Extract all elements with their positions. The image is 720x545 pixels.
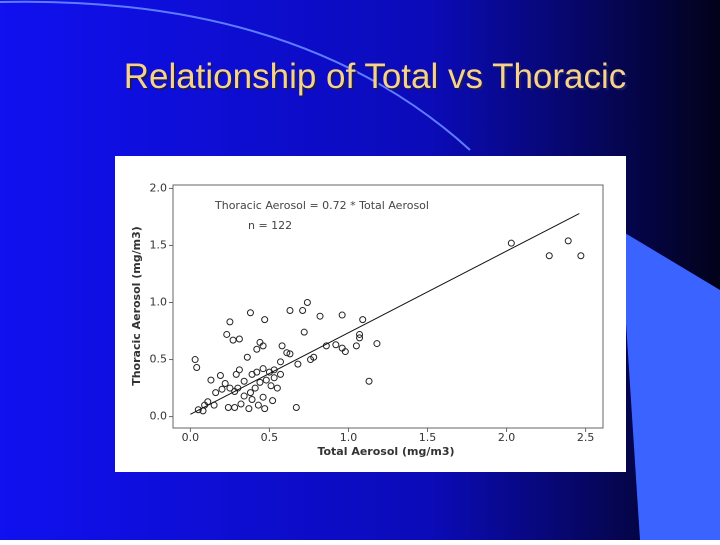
point (193, 364, 201, 372)
point (223, 330, 231, 338)
point (338, 344, 346, 352)
fit-line (190, 213, 580, 415)
point (246, 309, 254, 317)
point (246, 389, 254, 397)
point (232, 370, 240, 378)
point (564, 237, 572, 245)
point (235, 335, 243, 343)
title-shadow: Relationship of Total vs Thoracic (126, 59, 629, 98)
point (545, 252, 553, 260)
y-axis-label: Thoracic Aerosol (mg/m3) (130, 226, 143, 386)
x-tick-label: 2.5 (577, 431, 595, 444)
point (254, 401, 262, 409)
point (352, 342, 360, 350)
point (262, 376, 270, 384)
point (253, 345, 261, 353)
chart-panel (115, 156, 626, 472)
point (256, 378, 264, 386)
point (300, 328, 308, 336)
point (307, 356, 315, 364)
y-tick-label: 1.0 (150, 296, 168, 309)
x-axis-label: Total Aerosol (mg/m3) (317, 445, 454, 458)
point (338, 311, 346, 319)
x-tick-label: 1.5 (419, 431, 437, 444)
decor-shape (620, 230, 720, 540)
decor-curve (0, 0, 471, 151)
annotation: n = 122 (248, 219, 292, 232)
x-tick-label: 0.5 (261, 431, 279, 444)
point (194, 406, 202, 414)
point (251, 384, 259, 392)
point (577, 252, 585, 260)
point (212, 389, 220, 397)
point (294, 360, 302, 368)
point (286, 306, 294, 314)
point (221, 380, 229, 388)
point (218, 385, 226, 393)
point (226, 318, 234, 326)
point (259, 393, 267, 401)
point (273, 384, 281, 392)
point (316, 312, 324, 320)
annotation: Thoracic Aerosol = 0.72 * Total Aerosol (214, 199, 429, 212)
point (277, 370, 284, 378)
point (248, 395, 256, 403)
point (261, 316, 269, 324)
point (270, 374, 278, 382)
y-tick-label: 0.5 (150, 353, 168, 366)
point (261, 405, 269, 413)
x-tick-label: 0.0 (182, 431, 200, 444)
point (269, 397, 277, 405)
point (259, 365, 267, 373)
point (243, 353, 251, 361)
point (299, 306, 307, 314)
point (231, 403, 239, 411)
point (253, 368, 261, 376)
point (356, 334, 364, 342)
point (356, 330, 364, 338)
point (237, 400, 245, 408)
point (235, 366, 243, 374)
y-tick-label: 0.0 (150, 410, 168, 423)
x-tick-label: 2.0 (498, 431, 516, 444)
point (207, 376, 215, 384)
point (240, 392, 248, 400)
point (359, 316, 367, 324)
point (507, 239, 515, 247)
point (240, 377, 248, 385)
point (229, 336, 237, 344)
x-tick-label: 1.0 (340, 431, 358, 444)
point (303, 299, 311, 307)
point (283, 349, 291, 357)
point (278, 342, 286, 350)
slide-title: Relationship of Total vs Thoracic (124, 57, 627, 96)
point (216, 372, 224, 380)
point (267, 382, 275, 390)
point (373, 340, 381, 348)
y-tick-label: 1.5 (150, 238, 168, 251)
plot-frame (172, 184, 604, 429)
point (277, 358, 284, 366)
point (191, 356, 199, 364)
point (286, 350, 294, 358)
point (226, 384, 234, 392)
point (332, 341, 340, 349)
point (292, 403, 300, 411)
point (365, 377, 373, 385)
point (259, 342, 267, 350)
y-tick-label: 2.0 (150, 181, 168, 194)
point (245, 405, 253, 413)
